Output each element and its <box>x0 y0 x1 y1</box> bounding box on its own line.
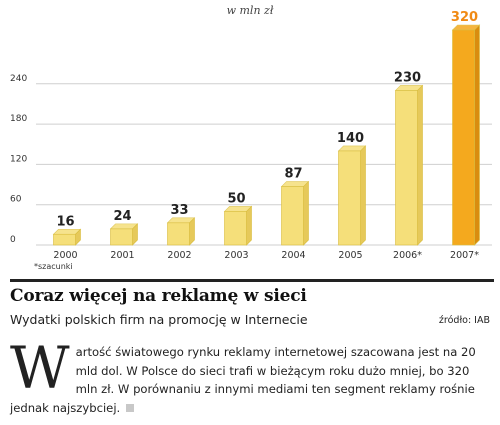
bar-value-label: 230 <box>394 70 421 85</box>
bar-value-label: 24 <box>113 209 131 224</box>
unit-label: w mln zł <box>226 4 274 17</box>
bar-side <box>474 24 480 246</box>
bar <box>224 211 247 246</box>
bar-value-label: 87 <box>284 167 302 182</box>
y-tick-label: 60 <box>10 195 22 205</box>
bar-value-label: 33 <box>170 203 188 218</box>
x-tick-label: 2001 <box>110 250 134 261</box>
bar-value-label: 140 <box>337 131 364 146</box>
headline: Coraz więcej na reklamę w sieci <box>10 286 307 306</box>
bar-side <box>189 217 195 246</box>
end-mark-icon <box>126 404 135 412</box>
bar <box>338 150 361 246</box>
bar <box>53 233 76 246</box>
bar <box>167 222 190 246</box>
bar-value-label: 50 <box>227 191 245 206</box>
bar <box>395 90 418 246</box>
source-note: źródło: IAB <box>438 315 490 326</box>
bar-side <box>360 145 366 246</box>
x-tick-label: 2006* <box>393 250 422 261</box>
article-text: artość światowego rynku reklamy internet… <box>10 345 476 415</box>
estimate-footnote: *szacunki <box>34 262 73 271</box>
bar <box>452 29 475 246</box>
y-tick-label: 240 <box>10 74 27 84</box>
drop-cap: W <box>10 334 70 402</box>
bar-side <box>303 180 309 246</box>
x-tick-label: 2005 <box>338 250 362 261</box>
x-tick-label: 2000 <box>53 250 77 261</box>
bar <box>281 186 304 246</box>
subtitle: Wydatki polskich firm na promocję w Inte… <box>10 312 308 327</box>
x-tick-label: 2002 <box>167 250 191 261</box>
bar-value-label: 320 <box>451 10 478 25</box>
y-tick-label: 120 <box>10 154 27 164</box>
bar-value-label: 16 <box>56 214 74 229</box>
bar-side <box>417 84 423 246</box>
y-tick-label: 0 <box>10 235 16 245</box>
bar-chart: 0 60 120 180 240 16 2000 24 2001 33 2002 50 2003 87 20… <box>10 10 492 261</box>
bar <box>110 228 133 246</box>
x-tick-label: 2007* <box>450 250 479 261</box>
x-tick-label: 2004 <box>281 250 305 261</box>
y-tick-label: 180 <box>10 114 27 124</box>
headline-rule <box>10 279 494 282</box>
bar-side <box>246 205 252 246</box>
x-tick-label: 2003 <box>224 250 248 261</box>
